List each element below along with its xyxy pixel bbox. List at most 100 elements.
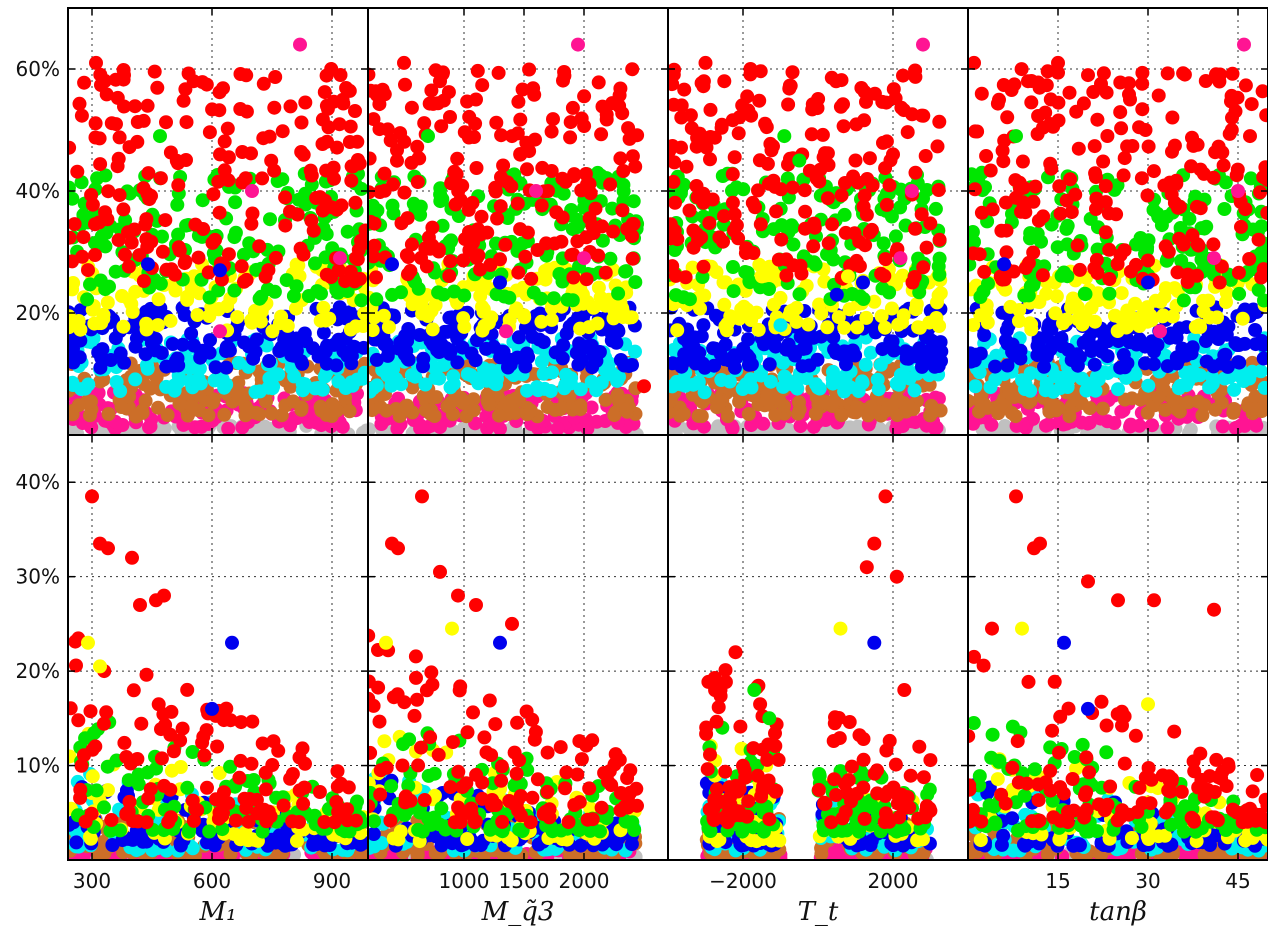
point-brown [325, 397, 340, 412]
point-red [625, 62, 640, 77]
point-red [319, 68, 334, 83]
point-red [820, 191, 835, 206]
point-red [751, 183, 765, 198]
point-red [696, 79, 711, 94]
point-brown [319, 407, 334, 422]
point-cyan [295, 383, 310, 398]
point-red [333, 776, 348, 791]
point-red [340, 813, 355, 828]
point-green [565, 222, 580, 237]
point-red [92, 215, 106, 230]
point-red [540, 745, 555, 760]
point-red [121, 804, 136, 819]
point-red [512, 753, 527, 768]
point-yellow [377, 734, 392, 749]
point-green [314, 286, 328, 301]
point-red [526, 81, 541, 96]
point-red [122, 140, 137, 155]
point-red-marked [157, 588, 171, 603]
point-blue [93, 360, 108, 375]
point-yellow [290, 833, 304, 848]
point-red-marked [391, 541, 405, 556]
point-red [546, 112, 560, 127]
point-green [916, 191, 930, 206]
point-red [542, 810, 557, 825]
point-red [371, 680, 386, 695]
point-red [782, 81, 797, 96]
panel-r1-c0 [67, 434, 369, 861]
point-red [563, 115, 578, 130]
point-blue [445, 323, 460, 338]
point-red-marked [848, 153, 863, 168]
point-red [597, 766, 612, 780]
point-yellow [670, 323, 685, 338]
point-brown [286, 394, 301, 409]
point-red [312, 785, 327, 799]
point-red [208, 232, 222, 247]
point-blue [609, 335, 624, 350]
point-red [210, 739, 225, 754]
point-red [447, 815, 462, 830]
point-red [674, 98, 689, 113]
point-red [520, 162, 534, 177]
point-red [471, 222, 485, 237]
point-red [613, 803, 628, 818]
point-brown [772, 393, 787, 408]
point-red [235, 175, 250, 190]
point-green [340, 224, 355, 239]
point-red [905, 107, 920, 122]
point-yellow [909, 297, 924, 312]
point-blue [95, 342, 110, 357]
point-red [807, 220, 822, 235]
point-red [785, 180, 800, 195]
point-red [668, 67, 681, 82]
point-red [180, 682, 195, 697]
point-red [255, 736, 270, 751]
point-blue [264, 832, 279, 847]
point-red [490, 211, 505, 226]
point-pink [413, 418, 427, 433]
point-red-marked [541, 184, 555, 198]
point-red [727, 207, 742, 222]
point-pink-marked [893, 251, 908, 266]
point-red [914, 207, 929, 222]
point-red [727, 150, 742, 165]
point-yellow-marked [841, 269, 855, 284]
point-red [763, 136, 778, 151]
point-red [502, 794, 517, 808]
point-pink-marked [577, 251, 591, 266]
point-cyan [128, 372, 143, 387]
point-yellow [457, 319, 472, 334]
point-red [578, 167, 593, 181]
point-green [394, 285, 408, 300]
point-blue [299, 334, 314, 349]
point-green [301, 289, 316, 303]
point-red [524, 271, 539, 286]
point-red [345, 159, 360, 174]
point-pink [579, 413, 594, 427]
point-green [742, 275, 757, 290]
point-brown [523, 403, 538, 418]
point-gray [356, 425, 368, 435]
point-blue [219, 344, 233, 358]
point-yellow [289, 257, 304, 272]
point-red [332, 117, 347, 132]
point-red [372, 714, 387, 729]
point-yellow [508, 304, 523, 319]
point-red [77, 75, 92, 90]
point-green [74, 175, 89, 190]
point-red [401, 267, 415, 282]
point-blue [237, 335, 252, 350]
point-red [130, 752, 145, 766]
point-red [451, 764, 466, 779]
point-brown [440, 399, 455, 414]
point-green [725, 183, 739, 198]
point-red [616, 164, 631, 178]
point-red [172, 243, 187, 258]
point-red [295, 741, 310, 756]
point-red [867, 86, 882, 101]
point-brown [143, 381, 158, 396]
point-brown [160, 408, 175, 423]
point-brown [342, 404, 357, 419]
point-red [528, 724, 543, 739]
